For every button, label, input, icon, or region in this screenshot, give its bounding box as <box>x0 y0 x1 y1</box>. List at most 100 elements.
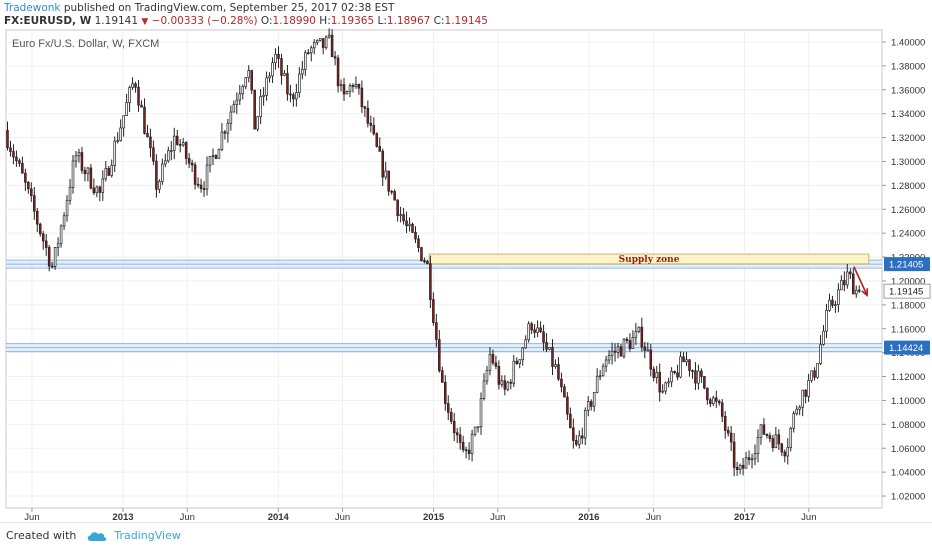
candle-down <box>533 329 536 333</box>
time-axis[interactable]: Jun 2013 Jun 2014 Jun 2015 Jun 2016 Jun 2017 Jun <box>24 508 816 523</box>
last-price-tag <box>883 283 931 299</box>
candle-down <box>193 164 197 185</box>
chart-title: Euro Fx/U.S. Dollar, W, FXCM <box>12 38 159 50</box>
candle-up <box>634 331 638 338</box>
candle-down <box>497 365 501 385</box>
candle-up <box>339 84 343 87</box>
candle-up <box>74 155 78 162</box>
y-tick-label: 1.02000 <box>891 492 925 503</box>
candle-up <box>521 347 524 361</box>
candle-up <box>825 310 828 332</box>
candle-down <box>703 376 706 389</box>
candle-up <box>399 214 402 216</box>
created-with-label: Created with <box>6 529 77 542</box>
candle-up <box>592 391 596 407</box>
candle-down <box>726 429 730 434</box>
candle-up <box>327 34 331 38</box>
price-chart[interactable]: Supply zone 1.40000 1.38000 1.36000 1.34000… <box>0 0 932 525</box>
candle-down <box>187 158 191 164</box>
candle-down <box>35 210 39 225</box>
candle-up <box>86 167 90 175</box>
candle-down <box>572 427 575 441</box>
candle-up <box>265 77 268 96</box>
close-label: C: <box>433 15 445 27</box>
candle-up <box>104 167 108 180</box>
candle-up <box>667 381 670 384</box>
candle-down <box>307 52 310 55</box>
candle-down <box>771 438 775 449</box>
candle-up <box>822 330 825 345</box>
candle-up <box>268 75 271 79</box>
candle-down <box>717 400 721 404</box>
candle-down <box>372 125 376 135</box>
candle-down <box>735 467 739 470</box>
candle-up <box>646 349 650 352</box>
candle-up <box>208 156 212 166</box>
candle-down <box>21 162 24 174</box>
candle-down <box>673 371 676 374</box>
candle-down <box>190 162 194 166</box>
candle-up <box>161 163 164 182</box>
candle-down <box>658 372 661 393</box>
candle-up <box>226 122 230 134</box>
footer-divider <box>0 522 932 523</box>
candle-up <box>601 365 605 377</box>
candle-up <box>479 398 483 428</box>
open-value: 1.18990 <box>272 15 316 27</box>
candle-down <box>530 323 533 331</box>
candle-down <box>706 387 709 401</box>
candle-down <box>199 184 203 189</box>
candle-down <box>420 247 423 262</box>
y-tick-label: 1.20000 <box>891 276 925 287</box>
candle-up <box>211 155 215 157</box>
supply-zone-box <box>428 253 870 265</box>
candle-up <box>259 96 262 118</box>
candle-up <box>786 447 790 457</box>
candle-up <box>238 93 242 101</box>
candle-up <box>482 380 486 399</box>
candle-down <box>178 144 182 146</box>
candle-down <box>804 389 807 397</box>
candle-down <box>107 167 111 176</box>
candle-down <box>214 155 218 159</box>
candle-up <box>744 457 748 469</box>
candle-down <box>18 160 21 164</box>
candle-down <box>700 370 703 377</box>
author-link[interactable]: Tradewonk <box>4 2 61 14</box>
candle-up <box>181 142 185 146</box>
candle-down <box>292 94 295 100</box>
symbol-label: FX:EURUSD, W <box>4 15 92 27</box>
candle-down <box>98 186 102 193</box>
candle-down <box>467 449 471 455</box>
x-tick-label: Jun <box>335 512 350 523</box>
candle-down <box>351 85 355 87</box>
candle-up <box>637 326 641 332</box>
candle-down <box>720 402 724 417</box>
candle-down <box>92 187 96 194</box>
candle-down <box>831 299 834 306</box>
candle-down <box>27 181 30 190</box>
candle-down <box>438 339 441 372</box>
candle-down <box>441 370 444 383</box>
price-axis[interactable]: 1.40000 1.38000 1.36000 1.34000 1.32000 1.300… <box>882 37 931 503</box>
candle-down <box>387 170 390 192</box>
candle-down <box>429 263 432 301</box>
candle-up <box>164 160 167 165</box>
candle-down <box>849 271 852 275</box>
candle-up <box>59 225 63 245</box>
candle-down <box>286 73 289 95</box>
candle-up <box>661 390 664 393</box>
last-price: 1.19141 <box>94 15 139 27</box>
candle-up <box>607 355 611 361</box>
candle-down <box>723 415 727 431</box>
candle-up <box>837 289 840 305</box>
candle-up <box>274 53 277 64</box>
candle-up <box>712 397 715 405</box>
candle-up <box>229 111 233 124</box>
candle-up <box>348 85 352 92</box>
candle-up <box>384 170 387 178</box>
y-tick-label: 1.24000 <box>891 229 925 240</box>
candle-up <box>670 371 673 383</box>
candle-down <box>732 441 736 468</box>
tradingview-brand-link[interactable]: TradingView <box>114 529 181 542</box>
